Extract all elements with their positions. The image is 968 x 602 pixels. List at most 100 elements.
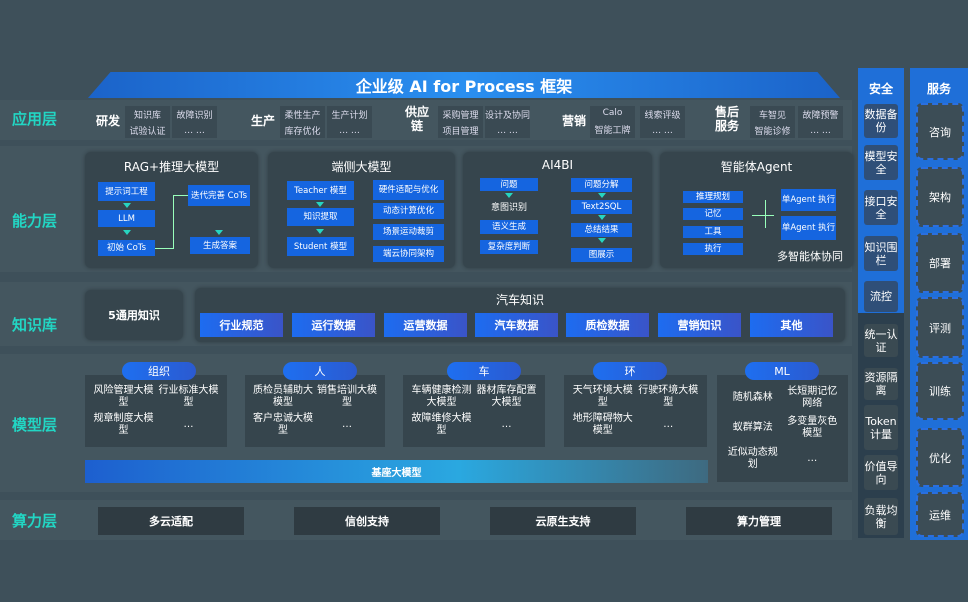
service-item: 咨询 [916, 103, 964, 160]
app-item: … … [497, 125, 518, 136]
app-group-label: 营销 [561, 114, 586, 128]
model-group-pill: ML [745, 362, 819, 380]
model-card-ML: 随机森林 长短期记忆网络 蚁群算法 多变量灰色模型 近似动态规划… [717, 375, 848, 482]
process-box: 端云协同架构 [373, 246, 444, 262]
security-item: 资源隔离 [864, 368, 898, 400]
service-item: 训练 [916, 362, 964, 420]
app-item-box: 车智见 智能诊修 [750, 106, 795, 138]
model-item: 随机森林 [732, 392, 773, 404]
arrow-down-icon [505, 193, 513, 198]
model-item: 地形障碍物大模型 [572, 413, 633, 436]
app-item-box: Calo 智能工牌 [590, 106, 635, 138]
service-item: 架构 [916, 167, 964, 227]
app-item: 试验认证 [129, 126, 166, 137]
app-item: 生产计划 [331, 111, 368, 122]
app-item: 采购管理 [442, 110, 479, 121]
process-box: 知识提取 [287, 208, 354, 226]
service-item: 评测 [916, 297, 964, 358]
app-group-label: 生产 [250, 114, 275, 128]
app-item: 智能工牌 [594, 125, 631, 136]
app-item-box: 生产计划 … … [327, 106, 372, 138]
app-item-box: 设计及协同 … … [485, 106, 530, 138]
model-card-人: 质检员辅助大模型 销售培训大模型 客户忠诚大模型… [245, 375, 385, 447]
process-box: 工具 [683, 226, 743, 238]
process-box: 总结结果 [571, 223, 632, 237]
service-title: 服务 [926, 82, 951, 96]
model-item: … [183, 419, 194, 430]
model-item: 销售培训大模型 [317, 385, 377, 408]
app-group-label: 供应链 [404, 105, 429, 133]
security-title: 安全 [868, 82, 893, 96]
layer-label-model: 模型层 [12, 416, 58, 434]
model-item: … [663, 419, 674, 430]
model-item: 天气环境大模型 [572, 385, 633, 408]
arrow-down-icon [598, 215, 606, 220]
arrow-down-icon [316, 202, 324, 207]
model-card-组织: 风险管理大模型 行业标准大模型 规章制度大模型… [85, 375, 227, 447]
process-box: 记忆 [683, 208, 743, 220]
model-item: 风险管理大模型 [93, 385, 154, 408]
app-item: 柔性生产 [284, 110, 321, 121]
intent-text: 意图识别 [490, 203, 527, 213]
model-item: 多变量灰色模型 [787, 416, 838, 440]
app-item-box: 知识库 试验认证 [125, 106, 170, 138]
model-item: 质检员辅助大模型 [253, 385, 313, 408]
agent-title: 智能体Agent [720, 160, 793, 174]
process-box: 执行 [683, 243, 743, 255]
connector-line [155, 248, 173, 249]
process-box: Teacher 模型 [287, 181, 354, 200]
model-item: 故障维修大模型 [411, 413, 472, 436]
model-item: … [501, 419, 512, 430]
security-item: 数据备份 [864, 104, 898, 138]
app-item: 智能诊修 [754, 126, 791, 137]
model-item: 规章制度大模型 [93, 413, 154, 436]
knowledge-item: 营销知识 [658, 313, 741, 337]
model-group-pill: 环 [593, 362, 667, 380]
model-group-pill: 车 [447, 362, 521, 380]
app-item-box: 柔性生产 库存优化 [280, 106, 325, 138]
agent-box: 单Agent 执行 [781, 189, 836, 211]
layer-label-compute: 算力层 [12, 512, 58, 530]
security-item: 模型安全 [864, 145, 898, 180]
model-item: … [807, 452, 818, 464]
process-box: 问题分解 [571, 178, 632, 192]
model-item: 车辆健康检测大模型 [411, 385, 472, 408]
auto-knowledge-title: 汽车知识 [495, 293, 544, 307]
app-item: 故障预警 [802, 111, 839, 122]
knowledge-item: 汽车数据 [475, 313, 558, 337]
process-box: Student 模型 [287, 237, 354, 256]
app-item: … … [810, 125, 831, 136]
model-item: 行驶环境大模型 [638, 385, 699, 408]
arrow-down-icon [598, 238, 606, 243]
process-box: 初始 CoTs [98, 240, 155, 256]
app-item: 项目管理 [442, 126, 479, 137]
app-item: 车智见 [758, 110, 786, 121]
process-box: 动态计算优化 [373, 203, 444, 219]
knowledge-item: 其他 [750, 313, 833, 337]
knowledge-item: 质检数据 [566, 313, 649, 337]
app-item-box: 采购管理 项目管理 [438, 106, 483, 138]
model-group-pill: 人 [283, 362, 357, 380]
app-item: 线索评级 [644, 111, 681, 122]
process-box: 硬件适配与优化 [373, 180, 444, 200]
process-box: 语义生成 [480, 220, 538, 234]
security-item: Token计量 [864, 405, 898, 450]
compute-item: 多云适配 [98, 507, 244, 535]
model-item: 近似动态规划 [727, 446, 778, 470]
compute-item: 云原生支持 [490, 507, 636, 535]
app-item-box: 线索评级 … … [640, 106, 685, 138]
layer-label-capability: 能力层 [12, 212, 58, 230]
security-item: 流控 [864, 281, 898, 312]
framework-title: 企业级 AI for Process 框架 [88, 72, 840, 98]
process-box: 推理规划 [683, 191, 743, 203]
connector-line [765, 200, 766, 228]
knowledge-item: 行业规范 [200, 313, 283, 337]
app-item: … … [652, 125, 673, 136]
general-knowledge: 5通用知识 [85, 290, 183, 340]
connector-line [173, 195, 188, 196]
model-item: 长短期记忆网络 [787, 386, 838, 410]
security-item: 接口安全 [864, 190, 898, 225]
model-item: 器材库存配置大模型 [476, 385, 537, 408]
app-group-label: 售后服务 [714, 105, 739, 133]
app-item-box: 故障预警 … … [798, 106, 843, 138]
